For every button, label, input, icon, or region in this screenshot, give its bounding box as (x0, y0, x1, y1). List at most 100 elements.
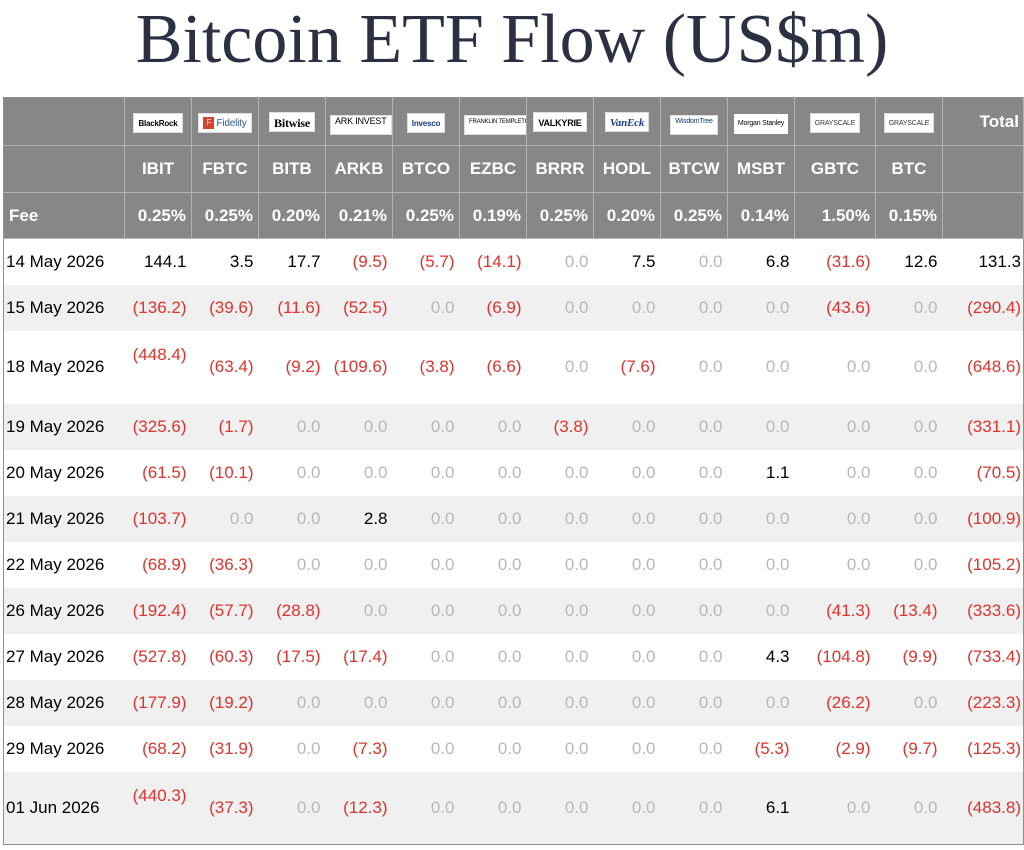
flow-cell: 0.0 (325, 679, 393, 726)
ticker-header: BTCO (392, 145, 460, 193)
table-row: 22 May 2026 (68.9) (36.3) 0.0 0.0 0.0 0.0 0.0 0.… (4, 542, 1024, 588)
flow-cell: (325.6) (124, 403, 192, 450)
flow-cell: (63.4) (209, 357, 254, 376)
ticker-header: BITB (258, 145, 326, 193)
flow-cell: 0.0 (497, 646, 522, 666)
ticker-header: IBIT (124, 145, 192, 193)
flow-cell: 0.0 (392, 679, 460, 726)
wisdomtree-logo: WisdomTree (670, 115, 718, 135)
flow-cell: 0.0 (593, 284, 661, 331)
flow-cell: (19.2) (191, 679, 259, 726)
fee-value: 0.25% (660, 192, 728, 239)
table-row: 01 Jun 2026 (440.3) (37.3) 0.0 (12.3) 0.0 0.0 0… (3, 771, 1024, 845)
ticker-header: BTCW (660, 145, 728, 193)
flow-cell: 0.0 (363, 554, 388, 574)
flow-cell: 0.0 (846, 554, 871, 574)
flow-cell: 0.0 (392, 284, 460, 331)
flow-cell: 17.7 (287, 251, 321, 271)
table-row: 20 May 2026 (61.5) (10.1) 0.0 0.0 0.0 0.0 0.0 0.… (4, 450, 1024, 496)
header-blank-cell (942, 145, 1024, 193)
flow-cell: (26.2) (794, 679, 876, 726)
fee-value: 0.21% (325, 192, 393, 239)
row-total: (105.2) (967, 554, 1021, 574)
table-row: 26 May 2026 (192.4) (57.7) (28.8) 0.0 0.0 0.0 0… (3, 587, 1024, 634)
flow-cell: (136.2) (124, 284, 192, 331)
flow-cell: 0.0 (727, 587, 795, 634)
flow-cell: 0.0 (846, 462, 871, 482)
flow-cell: 4.3 (765, 646, 790, 666)
blackrock-logo: BlackRock (133, 112, 183, 133)
table-row: 15 May 2026 (136.2) (39.6) (11.6) (52.5) 0.0(… (3, 284, 1024, 331)
flow-cell: 0.0 (296, 738, 321, 758)
flow-cell: (43.6) (794, 284, 876, 331)
ticker-row: IBIT FBTC BITB ARKB BTCO EZBC BRRR HODL BTCW MSBT… (3, 145, 1024, 193)
flow-cell: (440.3) (124, 771, 192, 845)
flow-cell: 0.0 (875, 771, 943, 845)
fee-value: 0.19% (459, 192, 527, 239)
flow-cell: 0.0 (631, 738, 656, 758)
table-row: 27 May 2026 (527.8) (60.3) (17.5) (17.4) 0.0 0… (4, 634, 1024, 680)
flow-cell: 0.0 (497, 738, 522, 758)
row-total: (223.3) (942, 679, 1024, 726)
flow-cell: 0.0 (392, 403, 460, 450)
flow-cell: 0.0 (392, 495, 460, 542)
flow-cell: 0.0 (363, 462, 388, 482)
flow-cell: (9.9) (902, 646, 938, 666)
flow-cell: (28.8) (258, 587, 326, 634)
flow-cell: 0.0 (459, 679, 527, 726)
flow-cell: (68.2) (142, 738, 187, 758)
flow-cell: 0.0 (497, 462, 522, 482)
flow-cell: 0.0 (698, 357, 723, 376)
flow-cell: 0.0 (564, 646, 589, 666)
ticker-header: ARKB (325, 145, 393, 193)
flow-cell: 0.0 (631, 462, 656, 482)
flow-cell: 0.0 (698, 462, 723, 482)
flow-cell: 0.0 (430, 554, 455, 574)
flow-cell: (13.4) (875, 587, 943, 634)
table-body: 14 May 2026 144.1 3.5 17.7 (9.5) (5.7) (14.1) 0… (3, 239, 1024, 845)
flow-cell: 0.0 (913, 554, 938, 574)
row-total: (100.9) (942, 495, 1024, 542)
flow-cell: (39.6) (191, 284, 259, 331)
issuer-logo-cell: Bitwise (258, 97, 326, 146)
row-date: 27 May 2026 (6, 646, 105, 666)
flow-cell: (17.5) (276, 646, 321, 666)
flow-cell: (37.3) (191, 771, 259, 845)
flow-cell: 0.0 (727, 679, 795, 726)
flow-cell: 0.0 (698, 251, 723, 271)
flow-cell: 0.0 (258, 403, 326, 450)
issuer-logo-cell: Morgan Stanley (727, 97, 795, 146)
row-total: (733.4) (967, 646, 1021, 666)
flow-cell: (177.9) (124, 679, 192, 726)
flow-cell: (9.5) (352, 251, 388, 271)
flow-cell: 0.0 (430, 738, 455, 758)
issuer-logo-cell: Invesco (392, 97, 460, 146)
issuer-logo-cell: GRAYSCALE (794, 97, 876, 146)
flow-cell: 0.0 (459, 403, 527, 450)
flow-cell: 0.0 (258, 495, 326, 542)
flow-cell: 0.0 (698, 646, 723, 666)
ticker-header: EZBC (459, 145, 527, 193)
flow-cell: 0.0 (526, 587, 594, 634)
flow-cell: 0.0 (191, 495, 259, 542)
flow-cell: 0.0 (875, 403, 943, 450)
flow-cell: 0.0 (660, 284, 728, 331)
logo-text: Fidelity (216, 117, 247, 129)
row-date: 19 May 2026 (3, 403, 125, 450)
flow-cell: 0.0 (459, 495, 527, 542)
flow-cell: 0.0 (564, 357, 589, 376)
flow-cell: 0.0 (564, 462, 589, 482)
row-date: 18 May 2026 (6, 357, 105, 376)
flow-cell: 0.0 (325, 587, 393, 634)
flow-cell: 0.0 (459, 587, 527, 634)
ticker-header: BTC (875, 145, 943, 193)
franklin-templeton-logo: FRANKLIN TEMPLETON (464, 115, 526, 135)
row-date: 01 Jun 2026 (3, 771, 125, 845)
flow-cell: 0.0 (564, 738, 589, 758)
flow-cell: 0.0 (526, 495, 594, 542)
fee-value: 0.20% (258, 192, 326, 239)
row-date: 22 May 2026 (6, 554, 105, 574)
table-row: 19 May 2026 (325.6) (1.7) 0.0 0.0 0.0 0.0 (3.8)… (3, 403, 1024, 450)
fee-value: 0.25% (526, 192, 594, 239)
flow-cell: 0.0 (794, 771, 876, 845)
